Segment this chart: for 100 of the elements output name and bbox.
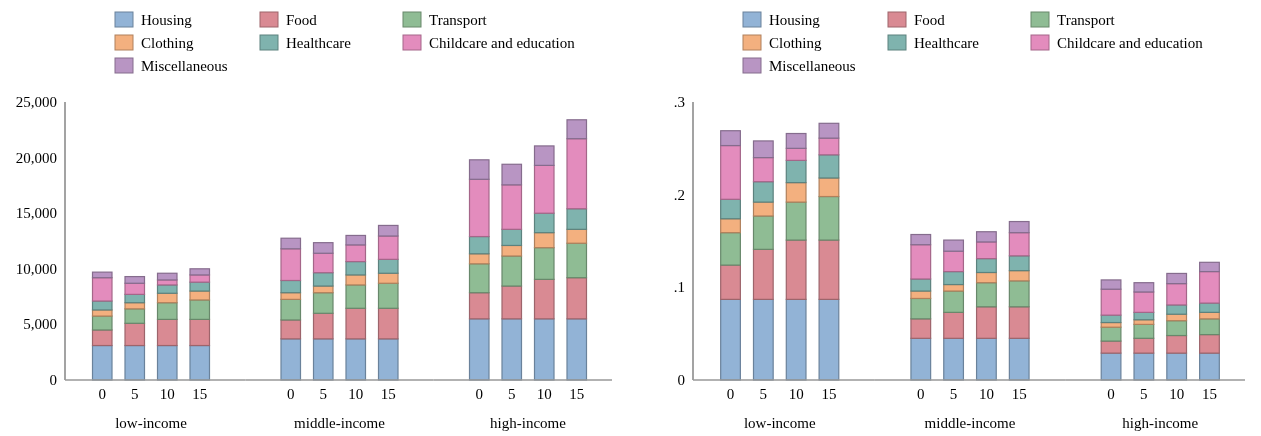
bar xyxy=(943,270,965,286)
y-tick-label: 0 xyxy=(677,372,685,388)
bar xyxy=(377,272,399,284)
bar xyxy=(189,344,211,381)
bar xyxy=(501,244,523,257)
y-tick-label: 10,000 xyxy=(15,260,57,277)
bar xyxy=(720,130,741,147)
y-tick-label: .1 xyxy=(673,279,685,296)
bar xyxy=(720,264,741,300)
bar xyxy=(189,299,211,320)
bar xyxy=(377,282,399,309)
bar xyxy=(345,260,367,276)
bar xyxy=(189,268,211,276)
legend-label: Childcare and education xyxy=(429,34,576,51)
legend-label: Healthcare xyxy=(286,34,352,51)
bar xyxy=(533,247,555,280)
y-tick-label: .2 xyxy=(673,186,685,203)
x-tick-label: 15 xyxy=(380,386,396,402)
bar xyxy=(818,177,840,198)
bar xyxy=(720,144,741,200)
bar xyxy=(501,184,523,230)
bar xyxy=(752,140,774,159)
bar xyxy=(533,164,555,214)
bar xyxy=(312,338,334,381)
bar xyxy=(910,337,932,381)
bar xyxy=(1133,337,1155,354)
bar xyxy=(943,239,965,252)
bar xyxy=(345,234,367,246)
x-tick-label: 0 xyxy=(98,386,106,402)
bar xyxy=(1100,352,1122,381)
bar xyxy=(943,283,965,292)
bar xyxy=(720,198,741,220)
bar xyxy=(1199,352,1220,381)
bar xyxy=(156,344,178,381)
bar xyxy=(1133,291,1155,313)
bar xyxy=(1100,288,1122,316)
bar xyxy=(377,338,399,381)
bar xyxy=(1166,352,1188,381)
bar xyxy=(377,258,399,274)
x-axis-title: low-income xyxy=(743,415,816,431)
bar xyxy=(312,312,334,340)
bar xyxy=(124,275,146,284)
bar xyxy=(785,147,807,161)
y-tick-label: 5,000 xyxy=(23,316,57,333)
bar xyxy=(818,195,840,241)
bar xyxy=(280,248,302,282)
bar xyxy=(975,258,997,274)
bar xyxy=(468,318,490,381)
bar xyxy=(566,277,588,320)
bar xyxy=(910,233,932,246)
x-tick-label: 10 xyxy=(788,386,804,402)
bar xyxy=(124,282,146,295)
bar xyxy=(1100,326,1122,342)
bar xyxy=(1133,323,1155,339)
bar xyxy=(752,201,774,217)
bar xyxy=(1166,283,1188,306)
legend-label: Housing xyxy=(141,11,193,28)
bar xyxy=(910,297,932,320)
legend-label: Food xyxy=(914,11,946,28)
bar xyxy=(975,306,997,339)
bar xyxy=(156,272,178,281)
bar xyxy=(124,322,146,347)
x-tick-label: 15 xyxy=(821,386,837,402)
bar xyxy=(91,315,113,331)
bar xyxy=(720,298,741,381)
bar xyxy=(345,274,367,286)
bar xyxy=(785,298,807,381)
bar xyxy=(1133,352,1155,381)
bar xyxy=(91,271,113,279)
x-axis-title: high-income xyxy=(490,415,567,431)
bar xyxy=(533,232,555,249)
legend-label: Clothing xyxy=(769,34,823,51)
x-tick-label: 10 xyxy=(348,386,364,402)
bar xyxy=(975,337,997,381)
bar xyxy=(124,308,146,324)
bar xyxy=(566,138,588,210)
bar xyxy=(752,248,774,300)
bar xyxy=(566,119,588,140)
x-tick-label: 5 xyxy=(759,386,768,402)
bar xyxy=(468,159,490,180)
bar xyxy=(720,218,741,234)
legend-label: Healthcare xyxy=(914,34,980,51)
bar xyxy=(533,145,555,166)
x-tick-label: 0 xyxy=(1107,386,1115,402)
bar xyxy=(533,278,555,320)
x-axis-title: middle-income xyxy=(924,415,1016,431)
bar xyxy=(501,228,523,247)
y-tick-label: 0 xyxy=(49,372,57,388)
bar xyxy=(1199,333,1220,354)
bar xyxy=(1100,340,1122,354)
x-tick-label: 10 xyxy=(1169,386,1185,402)
bar xyxy=(280,338,302,381)
bar xyxy=(1166,272,1188,285)
bar xyxy=(752,298,774,381)
bar xyxy=(501,163,523,186)
x-tick-label: 0 xyxy=(917,386,925,402)
x-axis-title: middle-income xyxy=(294,415,386,431)
bar xyxy=(312,272,334,287)
bar xyxy=(785,239,807,300)
bar xyxy=(1008,220,1030,234)
